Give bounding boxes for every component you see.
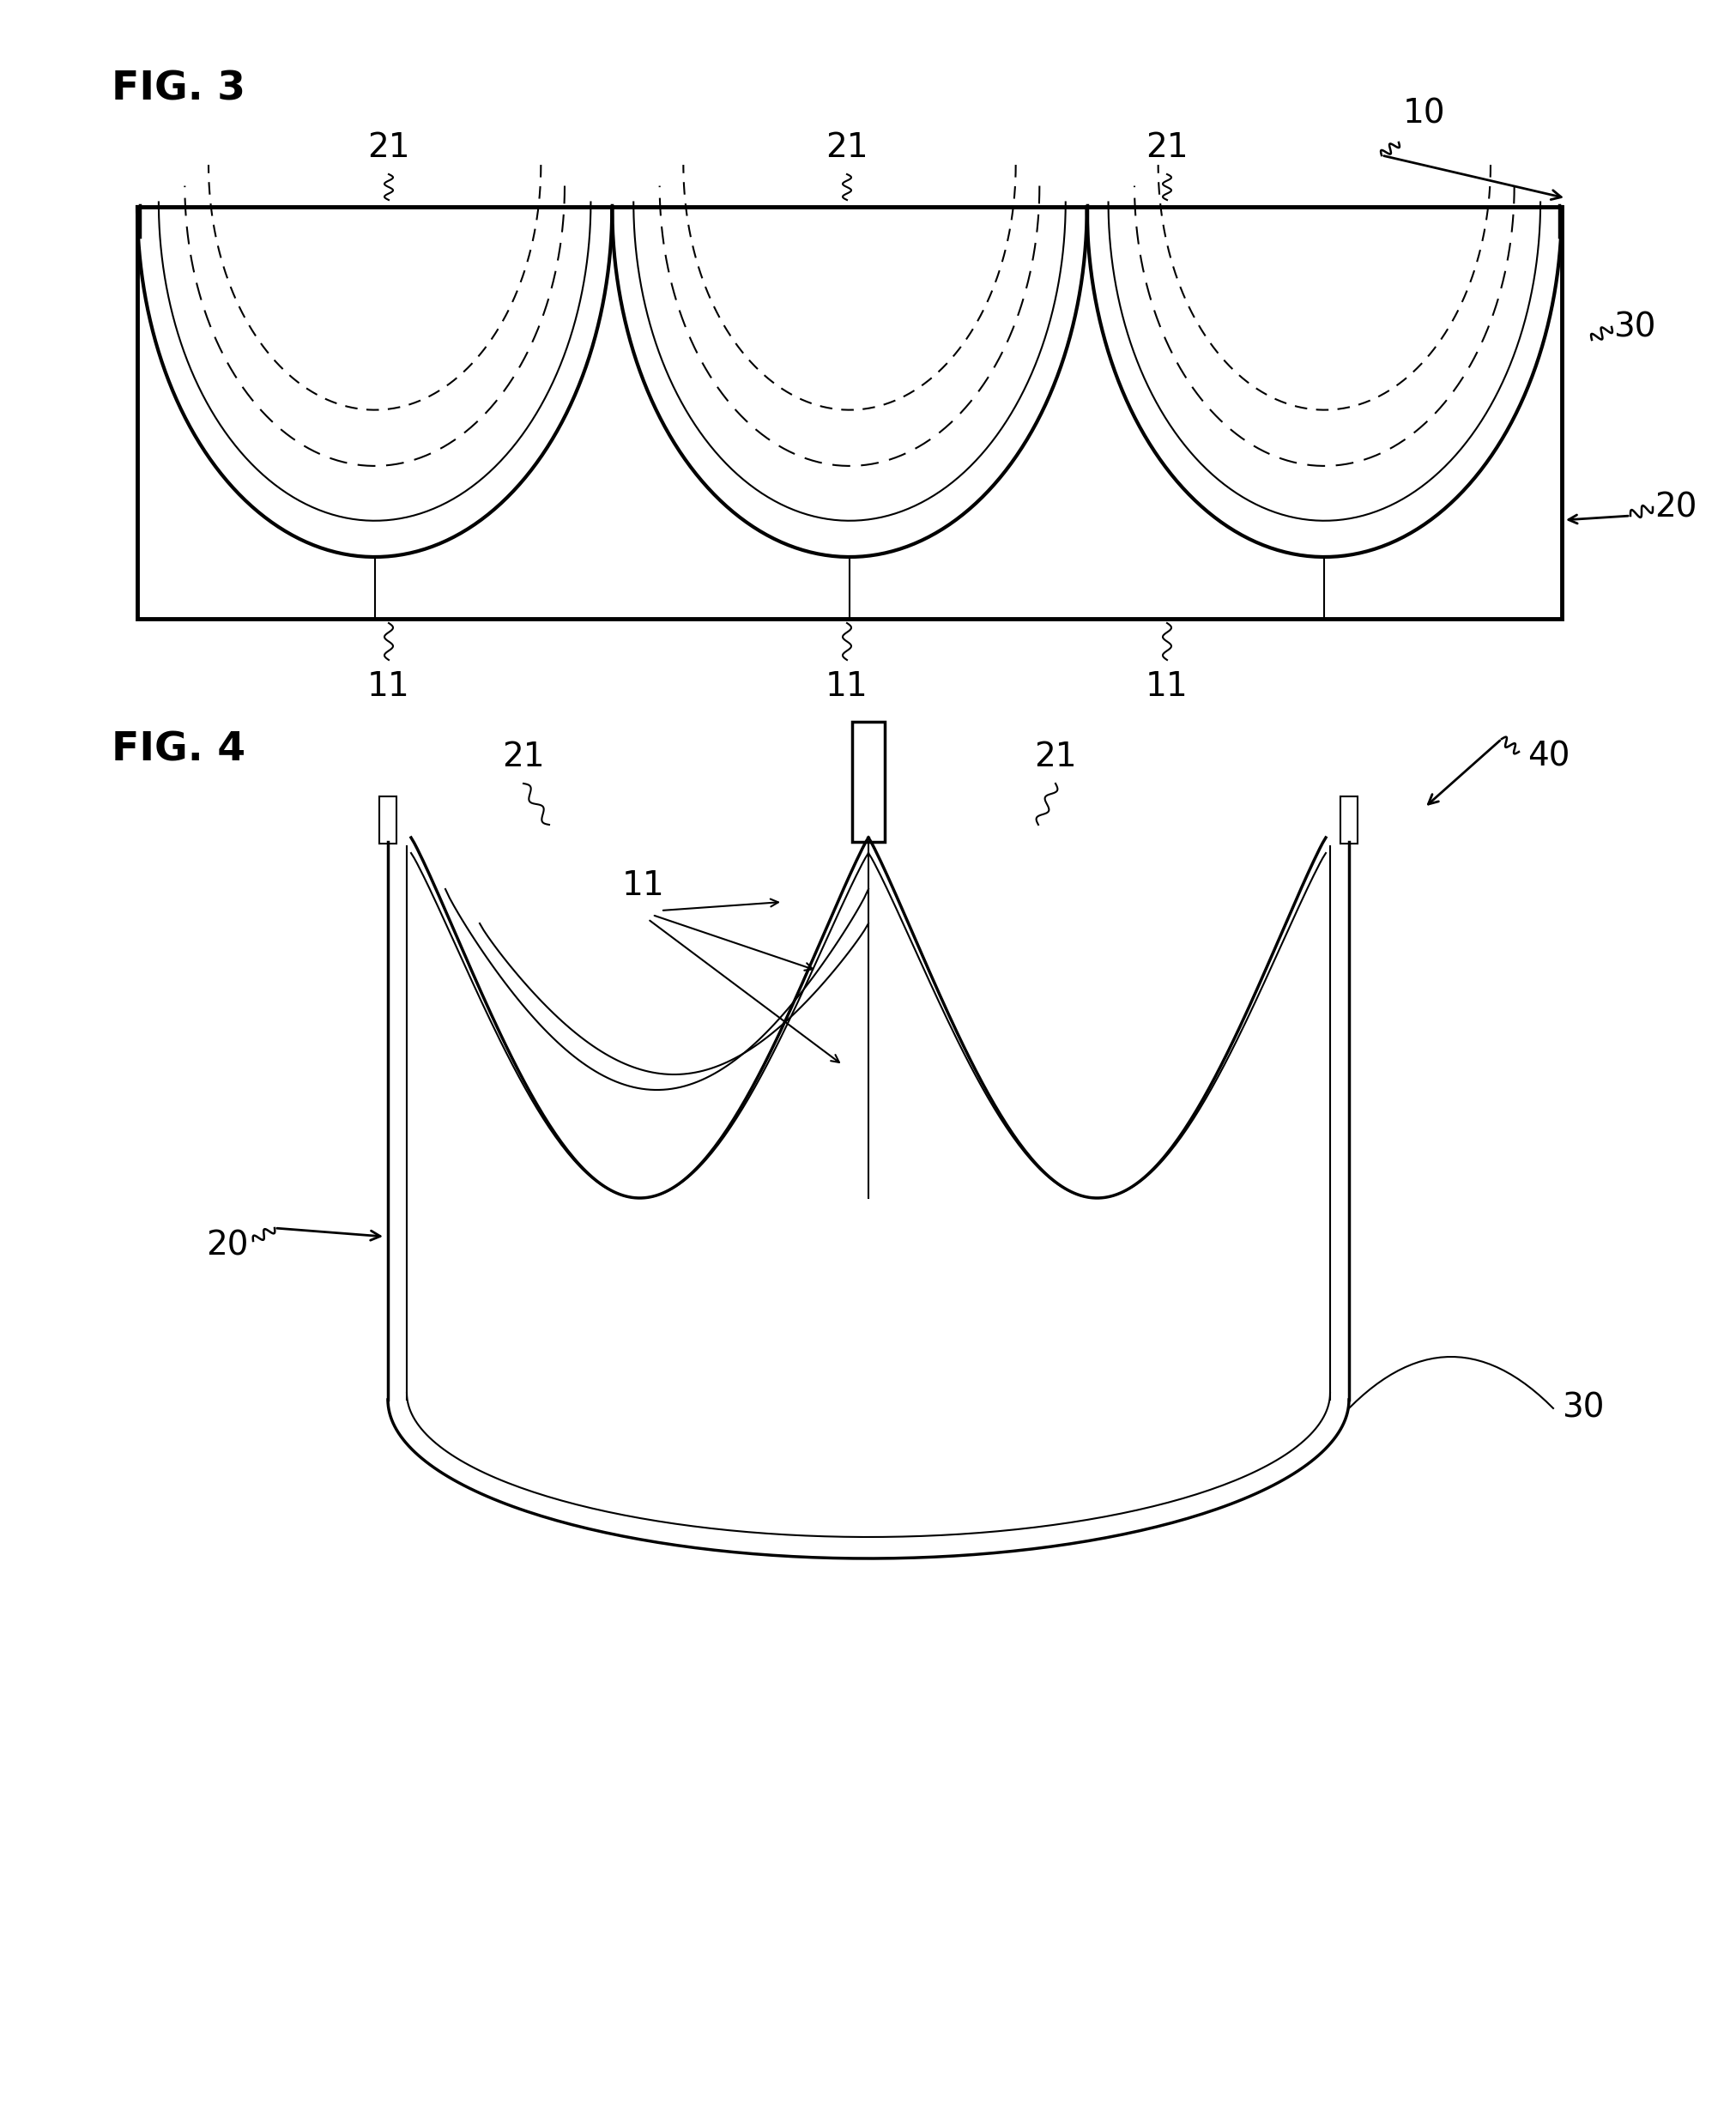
- Text: 10: 10: [1403, 97, 1444, 129]
- Text: 40: 40: [1526, 739, 1569, 773]
- Text: 11: 11: [825, 670, 868, 703]
- Text: 30: 30: [1613, 310, 1654, 344]
- Bar: [137, 207, 1561, 619]
- Text: 11: 11: [1146, 670, 1187, 703]
- Text: 30: 30: [1561, 1392, 1604, 1426]
- Text: 21: 21: [825, 131, 868, 165]
- Text: 20: 20: [1654, 490, 1696, 524]
- Text: 21: 21: [1033, 741, 1076, 773]
- Text: 21: 21: [368, 131, 410, 165]
- Bar: [852, 722, 884, 843]
- Bar: [378, 796, 396, 843]
- Bar: [1340, 796, 1358, 843]
- Text: 21: 21: [502, 741, 545, 773]
- Text: 21: 21: [1146, 131, 1187, 165]
- Text: FIG. 4: FIG. 4: [111, 731, 245, 769]
- Text: 20: 20: [207, 1229, 248, 1261]
- Text: 11: 11: [621, 870, 665, 902]
- Text: 11: 11: [368, 670, 410, 703]
- Text: FIG. 3: FIG. 3: [111, 70, 245, 108]
